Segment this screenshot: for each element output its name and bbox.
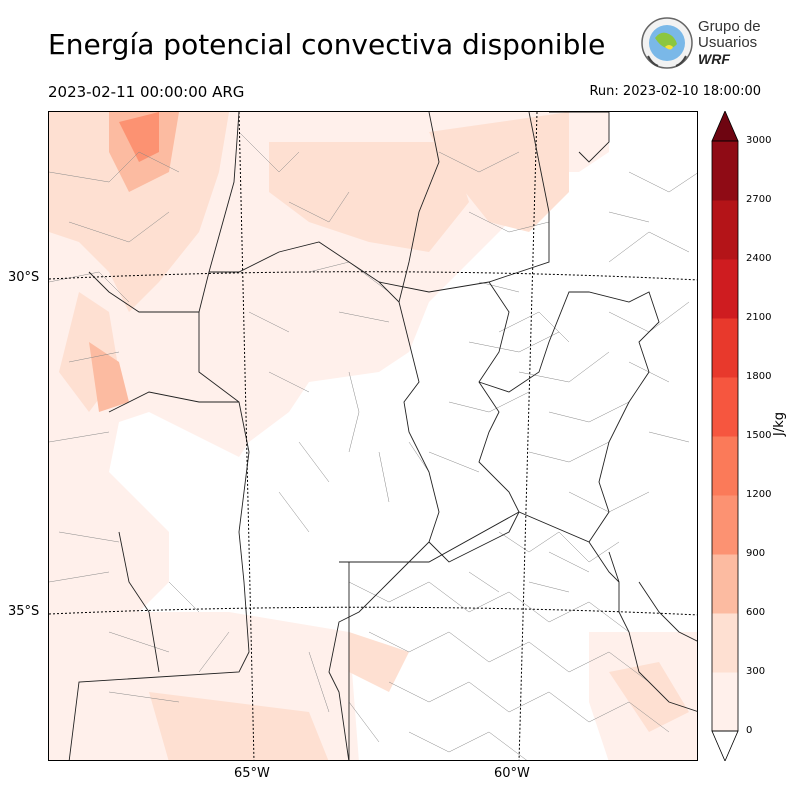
- globe-emblem-icon: [641, 17, 693, 69]
- colorbar-tick-label: 1500: [746, 430, 772, 441]
- colorbar-extend-max: [711, 111, 739, 142]
- colorbar-segment: [712, 259, 738, 319]
- colorbar-tick-label: 0: [746, 725, 753, 736]
- colorbar-tick-label: 2400: [746, 253, 772, 264]
- colorbar-unit: J/kg: [772, 412, 787, 436]
- lat-label-30s: 30°S: [8, 270, 40, 285]
- colorbar-tick-label: 300: [746, 666, 766, 677]
- colorbar-segment: [712, 141, 738, 201]
- colorbar-frame: [711, 140, 739, 732]
- colorbar: [711, 111, 739, 761]
- valid-time: 2023-02-11 00:00:00 ARG: [48, 83, 245, 101]
- graticule: [49, 112, 697, 760]
- logo-text-usuarios: Usuarios: [698, 34, 758, 51]
- wrf-users-logo: Grupo de Usuarios WRF: [638, 14, 764, 76]
- province-borders: [68, 112, 697, 760]
- colorbar-tick-label: 900: [746, 548, 766, 559]
- colorbar-segment: [712, 613, 738, 673]
- cape-map: [48, 111, 698, 761]
- page-title: Energía potencial convectiva disponible: [48, 28, 606, 61]
- colorbar-segment: [712, 377, 738, 437]
- colorbar-segment: [712, 554, 738, 614]
- lon-label-65w: 65°W: [234, 766, 270, 781]
- colorbar-tick-label: 3000: [746, 135, 772, 146]
- cape-shading: [49, 112, 697, 760]
- logo-text-grupo: Grupo de: [698, 18, 761, 35]
- colorbar-extend-min: [711, 730, 739, 761]
- colorbar-tick-label: 2100: [746, 312, 772, 323]
- lon-label-60w: 60°W: [494, 766, 530, 781]
- colorbar-tick-label: 1200: [746, 489, 772, 500]
- colorbar-segment: [712, 672, 738, 732]
- colorbar-segments: [712, 141, 738, 732]
- colorbar-tick-label: 2700: [746, 194, 772, 205]
- colorbar-segment: [712, 436, 738, 496]
- colorbar-tick-label: 600: [746, 607, 766, 618]
- logo-text-wrf: WRF: [698, 51, 730, 67]
- colorbar-segment: [712, 200, 738, 260]
- colorbar-tick-label: 1800: [746, 371, 772, 382]
- coastline: [608, 551, 697, 642]
- colorbar-segment: [712, 318, 738, 378]
- map-canvas: [49, 112, 697, 760]
- lat-label-35s: 35°S: [8, 604, 40, 619]
- department-borders: [49, 131, 697, 760]
- run-time: Run: 2023-02-10 18:00:00: [589, 84, 761, 99]
- colorbar-segment: [712, 495, 738, 555]
